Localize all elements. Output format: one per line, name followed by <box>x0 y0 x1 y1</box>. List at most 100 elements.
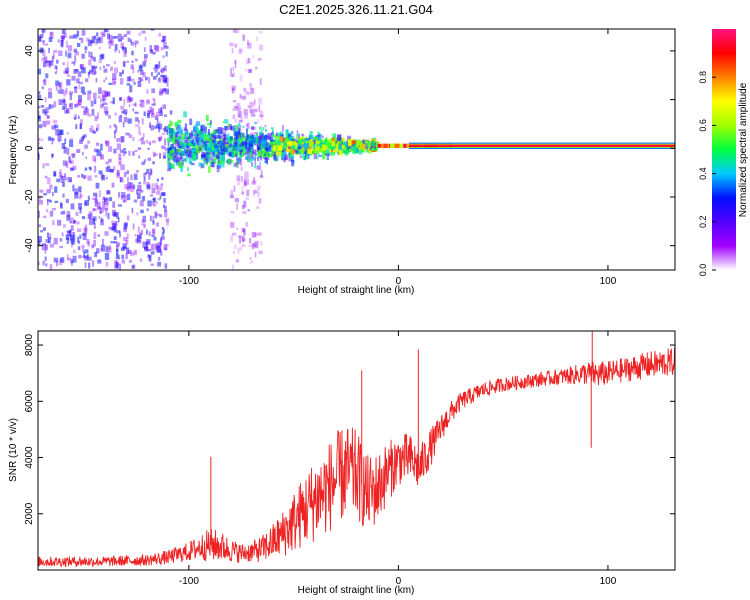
spectrogram-cell <box>54 124 56 130</box>
spectrogram-cell <box>148 110 151 114</box>
spectrogram-cell <box>246 128 248 136</box>
spectrogram-cell <box>55 80 60 86</box>
spectrogram-cell <box>321 135 324 139</box>
spectrogram-cell <box>40 230 44 233</box>
spectrogram-cell <box>83 134 87 138</box>
spectrogram-cell <box>160 183 164 186</box>
spectrogram-cell <box>63 90 66 97</box>
spectrogram-cell <box>243 179 246 186</box>
spectrogram-cell <box>222 138 226 144</box>
spectrogram-cell <box>164 147 167 152</box>
spectrogram-cell <box>289 150 292 156</box>
spectrogram-cell <box>237 110 242 118</box>
spectrogram-cell <box>93 192 98 197</box>
spectrogram-cell <box>223 143 226 147</box>
spectrogram-cell <box>137 193 141 200</box>
spectrogram-cell <box>156 118 159 123</box>
spectrogram-x-ticks: -100 0 100 <box>179 29 617 287</box>
snr-x-axis-label: Height of straight line (km) <box>298 585 415 596</box>
spectrogram-cell <box>259 57 262 61</box>
spectrogram-cell <box>56 178 61 183</box>
spectrogram-cell <box>42 109 46 114</box>
spectrogram-cell <box>123 223 128 230</box>
snr-plot-area <box>38 331 675 570</box>
spectrogram-cell <box>304 142 309 149</box>
spectrogram-cell <box>42 41 44 46</box>
spectrogram-cell <box>249 102 254 108</box>
spectrogram-cell <box>242 125 245 128</box>
spectrogram-cell <box>277 154 280 157</box>
spectrogram-cell <box>93 218 95 225</box>
spectrogram-cell <box>231 125 235 131</box>
spectrogram-cell <box>41 29 44 35</box>
spectrogram-cell <box>138 119 140 124</box>
spectrogram-cell <box>239 152 242 159</box>
spectrogram-cell <box>93 131 96 134</box>
spectrogram-cell <box>169 164 174 168</box>
spectrogram-cell <box>144 54 148 58</box>
spectrogram-cell <box>321 144 326 151</box>
spectrogram-cell <box>269 147 272 152</box>
spectrogram-cell <box>211 159 217 164</box>
spectrogram-cell <box>270 141 274 145</box>
spectrogram-cell <box>42 61 47 68</box>
spectrogram-cell <box>116 172 121 178</box>
spectrogram-cell <box>47 136 52 141</box>
spectrogram-cell <box>240 166 243 171</box>
spectrogram-cell <box>52 220 55 226</box>
carrier-line <box>408 142 675 149</box>
spectrogram-cell <box>241 191 245 195</box>
spectrogram-cell <box>83 110 87 116</box>
spectrogram-cell <box>325 147 329 151</box>
spectrogram-cell <box>142 72 146 78</box>
spectrogram-cell <box>84 200 89 206</box>
spectrogram-cell <box>139 99 144 103</box>
spectrogram-cell <box>109 169 114 173</box>
spectrogram-cell <box>66 210 71 218</box>
spectrogram-cell <box>105 77 107 80</box>
spectrogram-cell <box>137 147 142 150</box>
spectrogram-cell <box>147 254 151 259</box>
spectrogram-cell <box>163 67 165 72</box>
spectrogram-cell <box>160 185 163 191</box>
spectrogram-cell <box>147 147 150 150</box>
spectrogram-cell <box>38 115 42 122</box>
spectrogram-cell <box>289 135 294 141</box>
spectrogram-cell <box>127 193 131 201</box>
spectrogram-cell <box>157 123 163 130</box>
spectrogram-cell <box>71 243 73 248</box>
spectrogram-cell <box>236 102 241 106</box>
colorbar-tick-label: 0.6 <box>698 119 708 132</box>
spectrogram-cell <box>128 76 132 81</box>
spectrogram-cell <box>100 244 106 252</box>
spectrogram-cell <box>65 50 67 57</box>
spectrogram-cell <box>251 232 256 238</box>
spectrogram-cell <box>71 261 73 266</box>
spectrogram-cell <box>217 161 221 166</box>
spectrogram-cell <box>241 186 244 191</box>
spectrogram-cell <box>247 105 251 109</box>
spectrogram-cell <box>292 142 295 146</box>
spectrogram-cell <box>79 119 83 125</box>
spectrogram-cell <box>171 151 174 156</box>
spectrogram-cell <box>84 249 89 254</box>
spectrogram-cell <box>65 108 70 114</box>
spectrogram-cell <box>181 150 185 155</box>
spectrogram-cell <box>79 207 82 214</box>
spectrogram-cell <box>119 149 125 153</box>
spectrogram-cell <box>241 237 246 242</box>
spectrogram-cell <box>360 142 363 149</box>
spectrogram-cell <box>216 165 220 173</box>
spectrogram-cell <box>199 146 202 151</box>
spectrogram-cell <box>260 136 265 141</box>
spectrogram-cell <box>141 161 145 166</box>
spectrogram-cell <box>196 139 199 145</box>
spectrogram-cell <box>95 195 98 201</box>
spectrogram-cell <box>78 85 81 90</box>
spectrogram-cell <box>209 125 212 128</box>
spectrogram-cell <box>303 138 306 143</box>
spectrogram-cell <box>94 148 99 153</box>
spectrogram-cell <box>247 91 250 95</box>
spectrogram-cell <box>399 143 404 148</box>
